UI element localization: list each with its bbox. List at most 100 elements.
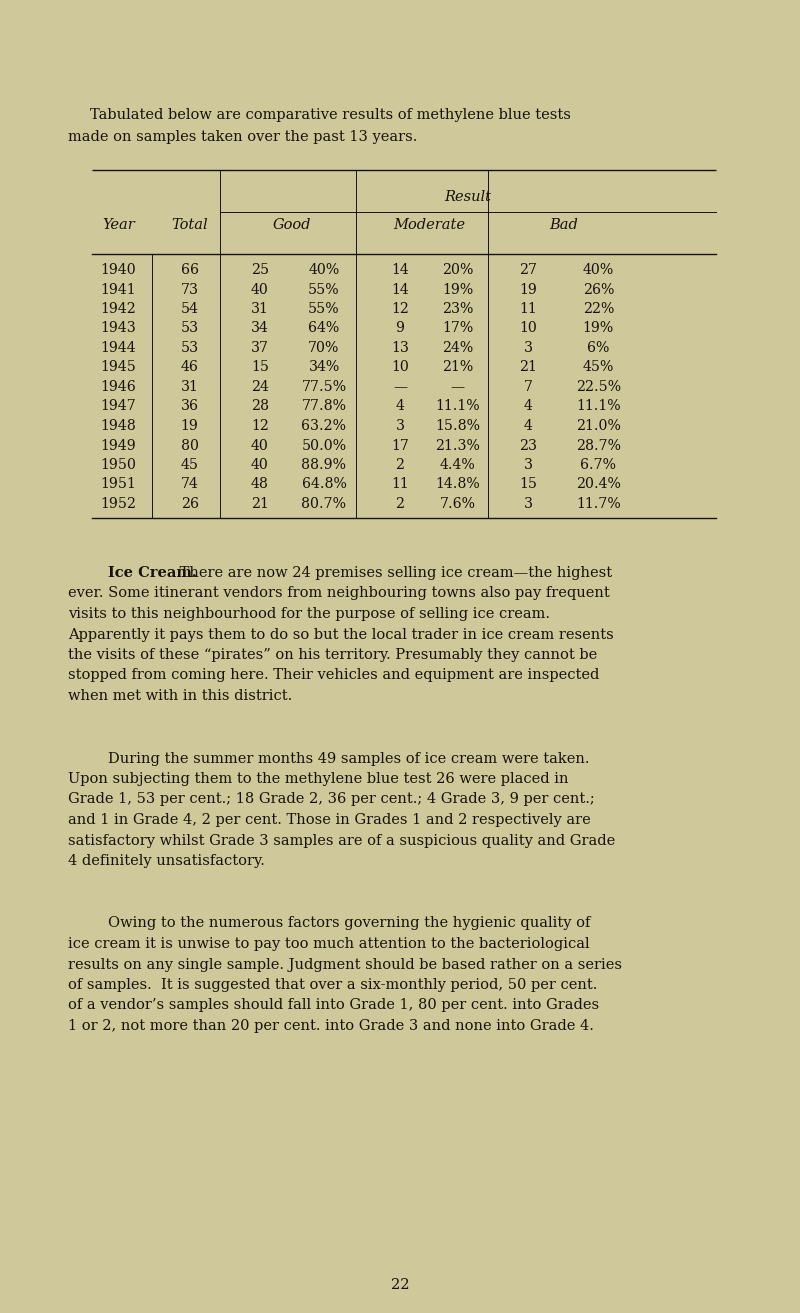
Text: 27: 27 bbox=[519, 263, 537, 277]
Text: ice cream it is unwise to pay too much attention to the bacteriological: ice cream it is unwise to pay too much a… bbox=[68, 937, 590, 951]
Text: 1944: 1944 bbox=[101, 341, 136, 355]
Text: 1952: 1952 bbox=[101, 498, 136, 511]
Text: 1947: 1947 bbox=[101, 399, 136, 414]
Text: 4: 4 bbox=[395, 399, 405, 414]
Text: Upon subjecting them to the methylene blue test 26 were placed in: Upon subjecting them to the methylene bl… bbox=[68, 772, 569, 786]
Text: 7: 7 bbox=[523, 379, 533, 394]
Text: 15: 15 bbox=[519, 478, 537, 491]
Text: 53: 53 bbox=[181, 322, 198, 336]
Text: 15.8%: 15.8% bbox=[435, 419, 480, 433]
Text: Good: Good bbox=[273, 218, 311, 232]
Text: 11.1%: 11.1% bbox=[576, 399, 621, 414]
Text: when met with in this district.: when met with in this district. bbox=[68, 689, 292, 702]
Text: 34%: 34% bbox=[308, 361, 340, 374]
Text: 54: 54 bbox=[181, 302, 198, 316]
Text: 1950: 1950 bbox=[101, 458, 136, 471]
Text: 9: 9 bbox=[395, 322, 405, 336]
Text: 63.2%: 63.2% bbox=[302, 419, 346, 433]
Text: 45%: 45% bbox=[582, 361, 614, 374]
Text: 1941: 1941 bbox=[101, 282, 136, 297]
Text: 1940: 1940 bbox=[101, 263, 136, 277]
Text: 55%: 55% bbox=[308, 282, 340, 297]
Text: 21: 21 bbox=[251, 498, 269, 511]
Text: Bad: Bad bbox=[549, 218, 578, 232]
Text: 22: 22 bbox=[390, 1278, 410, 1292]
Text: 40: 40 bbox=[251, 439, 269, 453]
Text: Owing to the numerous factors governing the hygienic quality of: Owing to the numerous factors governing … bbox=[108, 916, 590, 931]
Text: Grade 1, 53 per cent.; 18 Grade 2, 36 per cent.; 4 Grade 3, 9 per cent.;: Grade 1, 53 per cent.; 18 Grade 2, 36 pe… bbox=[68, 793, 594, 806]
Text: 10: 10 bbox=[519, 322, 537, 336]
Text: 26: 26 bbox=[181, 498, 198, 511]
Text: There are now 24 premises selling ice cream—the highest: There are now 24 premises selling ice cr… bbox=[175, 566, 612, 580]
Text: 1943: 1943 bbox=[101, 322, 136, 336]
Text: 11: 11 bbox=[519, 302, 537, 316]
Text: 3: 3 bbox=[523, 498, 533, 511]
Text: 4: 4 bbox=[523, 419, 533, 433]
Text: 53: 53 bbox=[181, 341, 198, 355]
Text: made on samples taken over the past 13 years.: made on samples taken over the past 13 y… bbox=[68, 130, 418, 144]
Text: 70%: 70% bbox=[308, 341, 340, 355]
Text: 2: 2 bbox=[395, 498, 405, 511]
Text: visits to this neighbourhood for the purpose of selling ice cream.: visits to this neighbourhood for the pur… bbox=[68, 607, 550, 621]
Text: 1942: 1942 bbox=[101, 302, 136, 316]
Text: 3: 3 bbox=[523, 341, 533, 355]
Text: 36: 36 bbox=[181, 399, 198, 414]
Text: 46: 46 bbox=[181, 361, 198, 374]
Text: 17: 17 bbox=[391, 439, 409, 453]
Text: Moderate: Moderate bbox=[393, 218, 465, 232]
Text: 80: 80 bbox=[181, 439, 198, 453]
Text: 23: 23 bbox=[519, 439, 537, 453]
Text: 31: 31 bbox=[181, 379, 198, 394]
Text: 10: 10 bbox=[391, 361, 409, 374]
Text: 22%: 22% bbox=[582, 302, 614, 316]
Text: ever. Some itinerant vendors from neighbouring towns also pay frequent: ever. Some itinerant vendors from neighb… bbox=[68, 587, 610, 600]
Text: 40: 40 bbox=[251, 282, 269, 297]
Text: Tabulated below are comparative results of methylene blue tests: Tabulated below are comparative results … bbox=[90, 108, 571, 122]
Text: 20%: 20% bbox=[442, 263, 474, 277]
Text: 6%: 6% bbox=[587, 341, 610, 355]
Text: —: — bbox=[393, 379, 407, 394]
Text: 73: 73 bbox=[181, 282, 198, 297]
Text: 12: 12 bbox=[251, 419, 269, 433]
Text: During the summer months 49 samples of ice cream were taken.: During the summer months 49 samples of i… bbox=[108, 751, 590, 765]
Text: 24: 24 bbox=[251, 379, 269, 394]
Text: 48: 48 bbox=[251, 478, 269, 491]
Text: 12: 12 bbox=[391, 302, 409, 316]
Text: 24%: 24% bbox=[442, 341, 474, 355]
Text: the visits of these “pirates” on his territory. Presumably they cannot be: the visits of these “pirates” on his ter… bbox=[68, 649, 598, 662]
Text: 34: 34 bbox=[251, 322, 269, 336]
Text: Apparently it pays them to do so but the local trader in ice cream resents: Apparently it pays them to do so but the… bbox=[68, 628, 614, 642]
Text: 25: 25 bbox=[251, 263, 269, 277]
Text: Ice Cream.: Ice Cream. bbox=[108, 566, 197, 580]
Text: 26%: 26% bbox=[582, 282, 614, 297]
Text: 21.0%: 21.0% bbox=[576, 419, 621, 433]
Text: 55%: 55% bbox=[308, 302, 340, 316]
Text: stopped from coming here. Their vehicles and equipment are inspected: stopped from coming here. Their vehicles… bbox=[68, 668, 599, 683]
Text: 40%: 40% bbox=[308, 263, 340, 277]
Text: 45: 45 bbox=[181, 458, 198, 471]
Text: 1948: 1948 bbox=[101, 419, 136, 433]
Text: 19%: 19% bbox=[582, 322, 614, 336]
Text: 17%: 17% bbox=[442, 322, 474, 336]
Text: 40%: 40% bbox=[582, 263, 614, 277]
Text: of samples.  It is suggested that over a six-monthly period, 50 per cent.: of samples. It is suggested that over a … bbox=[68, 978, 598, 993]
Text: 64.8%: 64.8% bbox=[302, 478, 346, 491]
Text: 2: 2 bbox=[395, 458, 405, 471]
Text: 14: 14 bbox=[391, 263, 409, 277]
Text: 1946: 1946 bbox=[101, 379, 136, 394]
Text: 3: 3 bbox=[523, 458, 533, 471]
Text: results on any single sample. Judgment should be based rather on a series: results on any single sample. Judgment s… bbox=[68, 957, 622, 972]
Text: 88.9%: 88.9% bbox=[302, 458, 346, 471]
Text: 11.1%: 11.1% bbox=[435, 399, 480, 414]
Text: —: — bbox=[450, 379, 465, 394]
Text: 77.8%: 77.8% bbox=[302, 399, 346, 414]
Text: and 1 in Grade 4, 2 per cent. Those in Grades 1 and 2 respectively are: and 1 in Grade 4, 2 per cent. Those in G… bbox=[68, 813, 590, 827]
Text: Total: Total bbox=[171, 218, 208, 232]
Text: 6.7%: 6.7% bbox=[581, 458, 616, 471]
Text: 13: 13 bbox=[391, 341, 409, 355]
Text: 21: 21 bbox=[519, 361, 537, 374]
Text: Result: Result bbox=[445, 190, 491, 204]
Text: Year: Year bbox=[102, 218, 134, 232]
Text: 4 definitely unsatisfactory.: 4 definitely unsatisfactory. bbox=[68, 853, 265, 868]
Text: 1951: 1951 bbox=[101, 478, 136, 491]
